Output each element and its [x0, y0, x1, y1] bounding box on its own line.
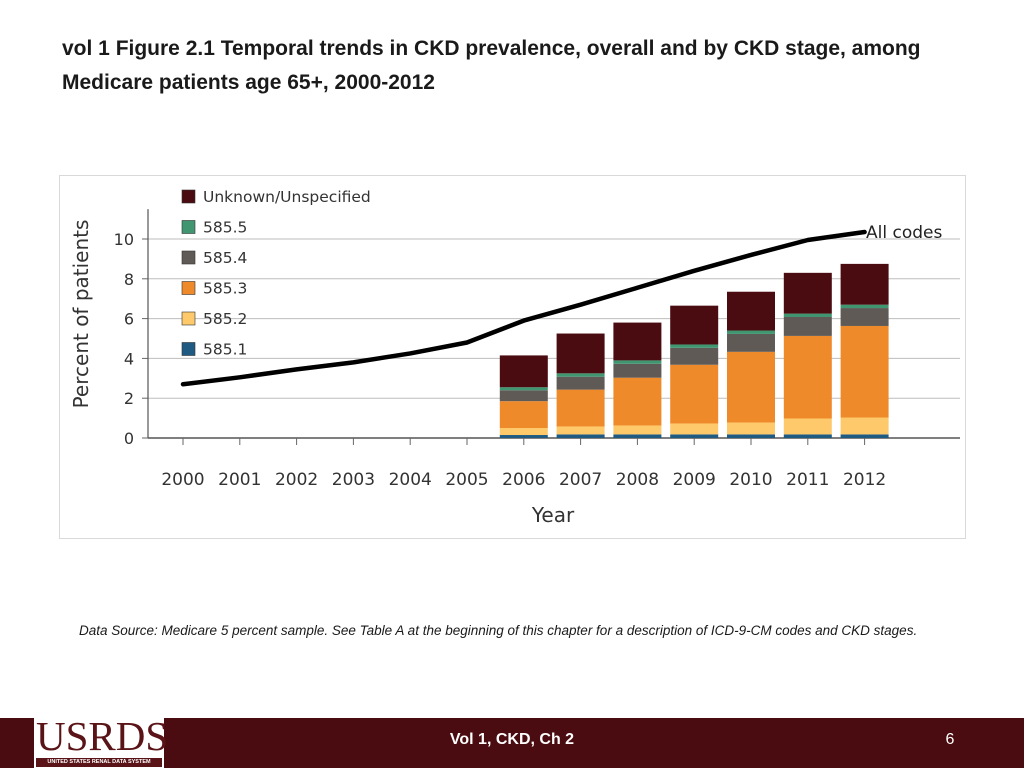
- bar-segment: [727, 351, 775, 423]
- legend-swatch: [181, 281, 196, 295]
- x-tick-label: 2002: [275, 470, 318, 490]
- legend-label: Unknown/Unspecified: [203, 188, 371, 206]
- bar-segment: [783, 317, 832, 336]
- bar-segment: [556, 426, 605, 435]
- bar-segment: [613, 322, 662, 361]
- x-tick-label: 2011: [786, 470, 829, 490]
- bar-segment: [670, 344, 719, 348]
- bar-segment: [556, 389, 605, 427]
- y-tick-label: 10: [114, 230, 134, 249]
- legend-label: 585.4: [203, 249, 247, 267]
- bar-segment: [727, 330, 775, 334]
- bar-segment: [499, 390, 548, 402]
- bar-segment: [783, 418, 832, 435]
- bar-segment: [613, 434, 662, 438]
- x-axis-title: Year: [531, 503, 575, 527]
- footer-label: Vol 1, CKD, Ch 2: [449, 731, 575, 748]
- bar-segment: [613, 377, 662, 426]
- all-codes-line: [180, 229, 867, 387]
- bar-segment: [670, 434, 719, 438]
- bar-segment: [670, 305, 719, 345]
- bar-segment: [499, 428, 548, 436]
- x-tick-label: 2001: [218, 470, 261, 490]
- bar-segment: [840, 325, 889, 418]
- bar-segment: [840, 263, 889, 305]
- bar-segment: [556, 376, 605, 390]
- bar-segment: [783, 434, 832, 438]
- page-number: 6: [945, 731, 955, 748]
- bar-segment: [556, 373, 605, 377]
- bar-segment: [556, 434, 605, 438]
- bar-segment: [670, 364, 719, 424]
- bar-segment: [727, 422, 775, 435]
- x-tick-label: 2009: [673, 470, 716, 490]
- legend-swatch: [181, 342, 196, 356]
- x-tick-label: 2012: [843, 470, 886, 490]
- bar-segment: [556, 333, 605, 374]
- y-axis-title: Percent of patients: [69, 220, 93, 409]
- legend-label: 585.1: [203, 341, 247, 359]
- bar-segment: [840, 304, 889, 309]
- logo-subtitle: UNITED STATES RENAL DATA SYSTEM: [36, 758, 162, 767]
- legend-label: 585.2: [203, 310, 247, 328]
- legend-label: 585.3: [203, 280, 247, 298]
- bar-segment: [670, 347, 719, 365]
- all-codes-label: All codes: [866, 223, 942, 243]
- bar-segment: [499, 401, 548, 429]
- bar-segment: [783, 272, 832, 314]
- x-tick-label: 2005: [445, 470, 488, 490]
- bar-segment: [499, 387, 548, 391]
- x-tick-label: 2008: [616, 470, 659, 490]
- x-tick-label: 2006: [502, 470, 545, 490]
- chart-panel: 0 2 4 6 8 10 2000 2001 2002 2003 2004 2005 2006 2007 2…: [59, 175, 966, 539]
- y-tick-label: 0: [124, 429, 134, 448]
- legend-swatch: [181, 220, 196, 234]
- y-tick-label: 6: [124, 310, 134, 329]
- bar-segment: [840, 417, 889, 435]
- bar-segment: [840, 434, 889, 438]
- bar-segment: [670, 423, 719, 435]
- legend-swatch: [181, 311, 196, 326]
- bar-segment: [727, 333, 775, 352]
- bar-segment: [783, 313, 832, 318]
- logo-wordmark: USRDS: [36, 713, 169, 759]
- legend-swatch: [181, 189, 196, 204]
- bar-segment: [499, 435, 548, 438]
- legend-swatch: [181, 250, 196, 265]
- usrds-logo: USRDS UNITED STATES RENAL DATA SYSTEM: [34, 713, 169, 768]
- bar-segment: [613, 363, 662, 378]
- legend-label: 585.5: [203, 219, 247, 237]
- bar-segment: [727, 291, 775, 331]
- footer-bar: [0, 718, 1024, 768]
- x-tick-label: 2004: [389, 470, 432, 490]
- bar-segment: [840, 308, 889, 326]
- bar-segment: [783, 335, 832, 419]
- x-tick-label: 2000: [161, 470, 204, 490]
- data-source-note: Data Source: Medicare 5 percent sample. …: [79, 623, 918, 638]
- y-tick-label: 4: [124, 349, 134, 368]
- x-tick-label: 2003: [332, 470, 375, 490]
- bar-segment: [613, 425, 662, 435]
- bar-segment: [727, 434, 775, 438]
- x-tick-label: 2007: [559, 470, 602, 490]
- ckd-prevalence-chart: 0 2 4 6 8 10 2000 2001 2002 2003 2004 2005 2006 2007 2…: [69, 188, 960, 527]
- y-tick-label: 2: [124, 389, 134, 408]
- bar-segment: [613, 360, 662, 364]
- slide-title: vol 1 Figure 2.1 Temporal trends in CKD …: [62, 37, 921, 94]
- x-tick-label: 2010: [729, 470, 772, 490]
- bar-segment: [499, 355, 548, 388]
- y-tick-label: 8: [124, 270, 134, 289]
